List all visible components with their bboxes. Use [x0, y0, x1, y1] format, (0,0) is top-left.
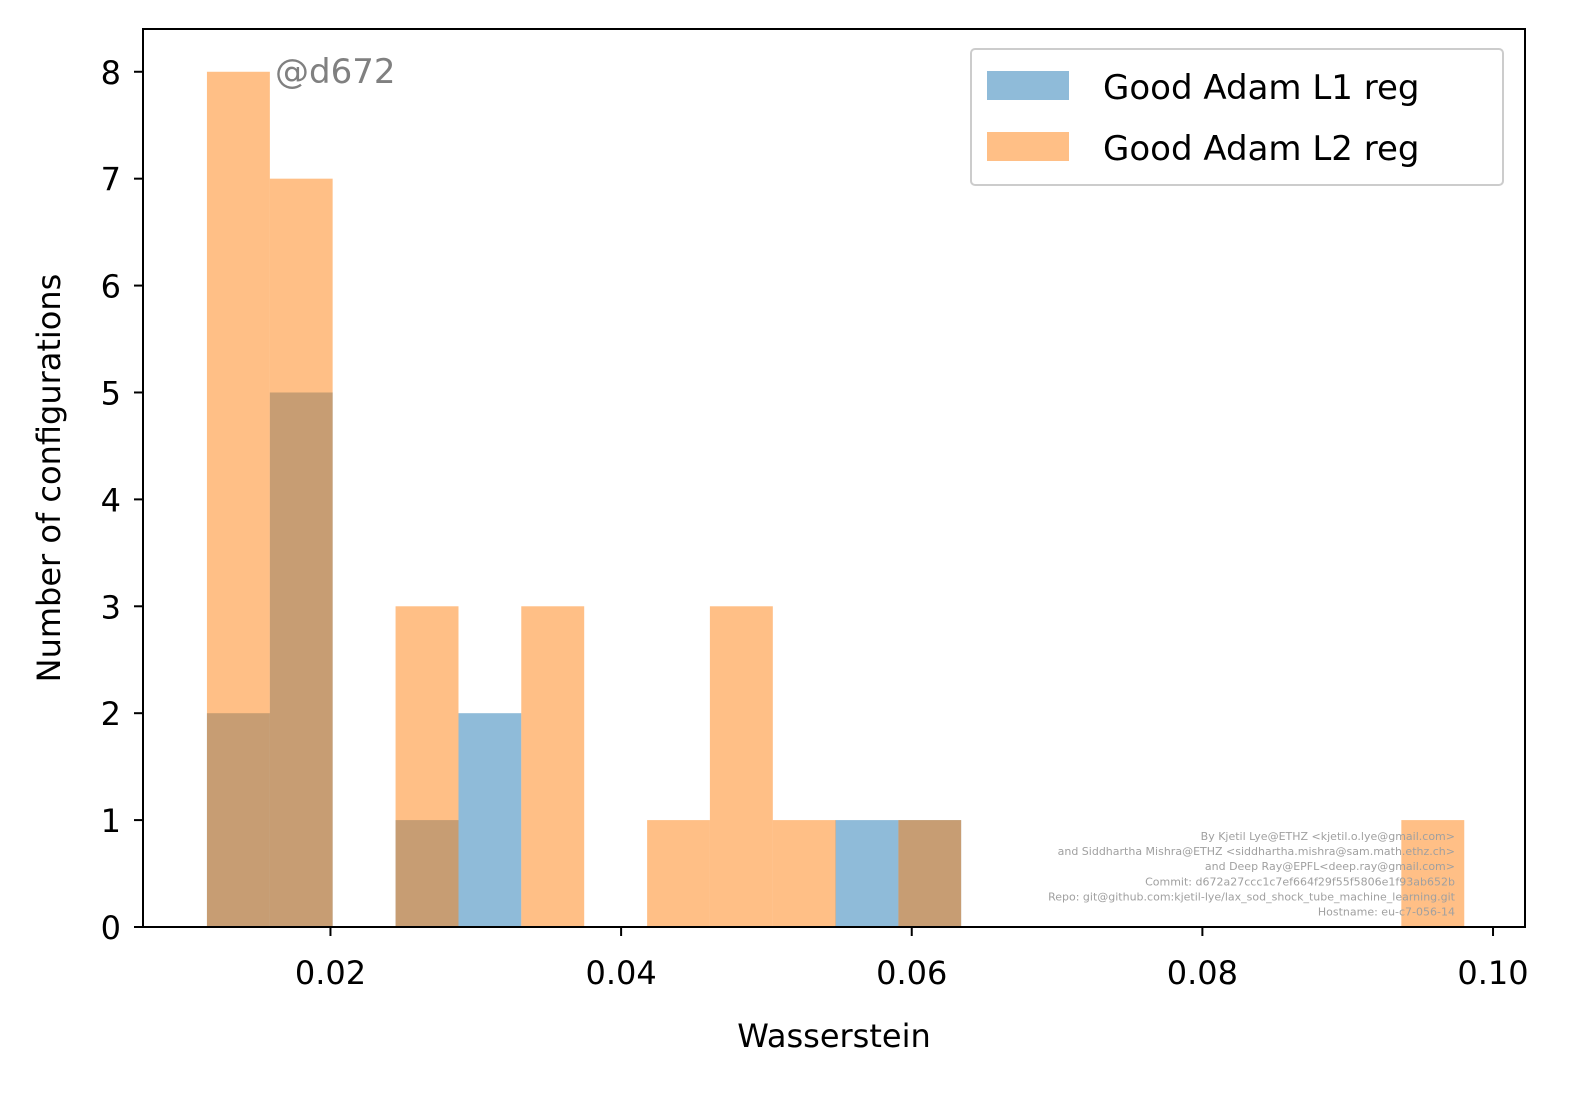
credit-line: and Deep Ray@EPFL<deep.ray@gmail.com> — [1205, 860, 1455, 873]
legend-box — [970, 48, 1504, 186]
x-axis-label: Wasserstein — [737, 1017, 930, 1055]
bar-series2-bin8 — [898, 820, 962, 927]
y-axis-ticks: 0 1 2 3 4 5 6 7 8 — [101, 54, 143, 947]
legend: Good Adam L1 reg Good Adam L2 reg — [970, 48, 1504, 186]
credits-block: By Kjetil Lye@ETHZ <kjetil.o.lye@gmail.c… — [1048, 830, 1456, 919]
bar-series2-bin2 — [269, 178, 333, 927]
bar-series2-bin6 — [709, 606, 773, 927]
y-tick-label: 6 — [101, 268, 121, 306]
credit-line: By Kjetil Lye@ETHZ <kjetil.o.lye@gmail.c… — [1201, 830, 1455, 843]
legend-label-l2: Good Adam L2 reg — [1103, 129, 1419, 169]
legend-swatch-l1 — [987, 71, 1069, 100]
plot-frame — [142, 28, 1526, 928]
y-tick-label: 1 — [101, 802, 121, 840]
y-tick-label: 7 — [101, 161, 121, 199]
bar-series2-bin3 — [395, 606, 459, 927]
bar-series2-bin1 — [206, 71, 270, 927]
y-tick-label: 0 — [101, 909, 121, 947]
bar-series2-bin9 — [1401, 820, 1465, 927]
x-tick-label: 0.02 — [295, 954, 366, 992]
credit-line: Commit: d672a27ccc1c7ef664f29f55f5806e1f… — [1145, 875, 1455, 888]
credit-line: Hostname: eu-c7-056-14 — [1318, 906, 1455, 919]
histogram-bars — [206, 71, 1465, 927]
credit-line: and Siddhartha Mishra@ETHZ <siddhartha.m… — [1058, 845, 1455, 858]
legend-swatch-l2 — [987, 132, 1069, 161]
x-axis-ticks: 0.02 0.04 0.06 0.08 0.10 — [295, 927, 1529, 992]
y-tick-label: 5 — [101, 374, 121, 412]
bar-series2-bin7 — [772, 820, 836, 927]
legend-label-l1: Good Adam L1 reg — [1103, 68, 1419, 108]
bar-series1-bin5 — [835, 820, 899, 927]
y-tick-label: 8 — [101, 54, 121, 92]
y-tick-label: 2 — [101, 695, 121, 733]
bar-series2-bin5 — [647, 820, 710, 927]
y-axis-label: Number of configurations — [30, 274, 68, 683]
y-tick-label: 3 — [101, 588, 121, 626]
x-tick-label: 0.06 — [876, 954, 947, 992]
x-tick-label: 0.10 — [1457, 954, 1528, 992]
commit-annotation: @d672 — [275, 52, 395, 92]
credit-line: Repo: git@github.com:kjetil-lye/lax_sod_… — [1048, 890, 1456, 903]
bar-series1-bin4 — [458, 713, 522, 927]
y-tick-label: 4 — [101, 481, 121, 519]
x-tick-label: 0.04 — [585, 954, 656, 992]
x-tick-label: 0.08 — [1167, 954, 1238, 992]
bar-series2-bin4 — [521, 606, 585, 927]
